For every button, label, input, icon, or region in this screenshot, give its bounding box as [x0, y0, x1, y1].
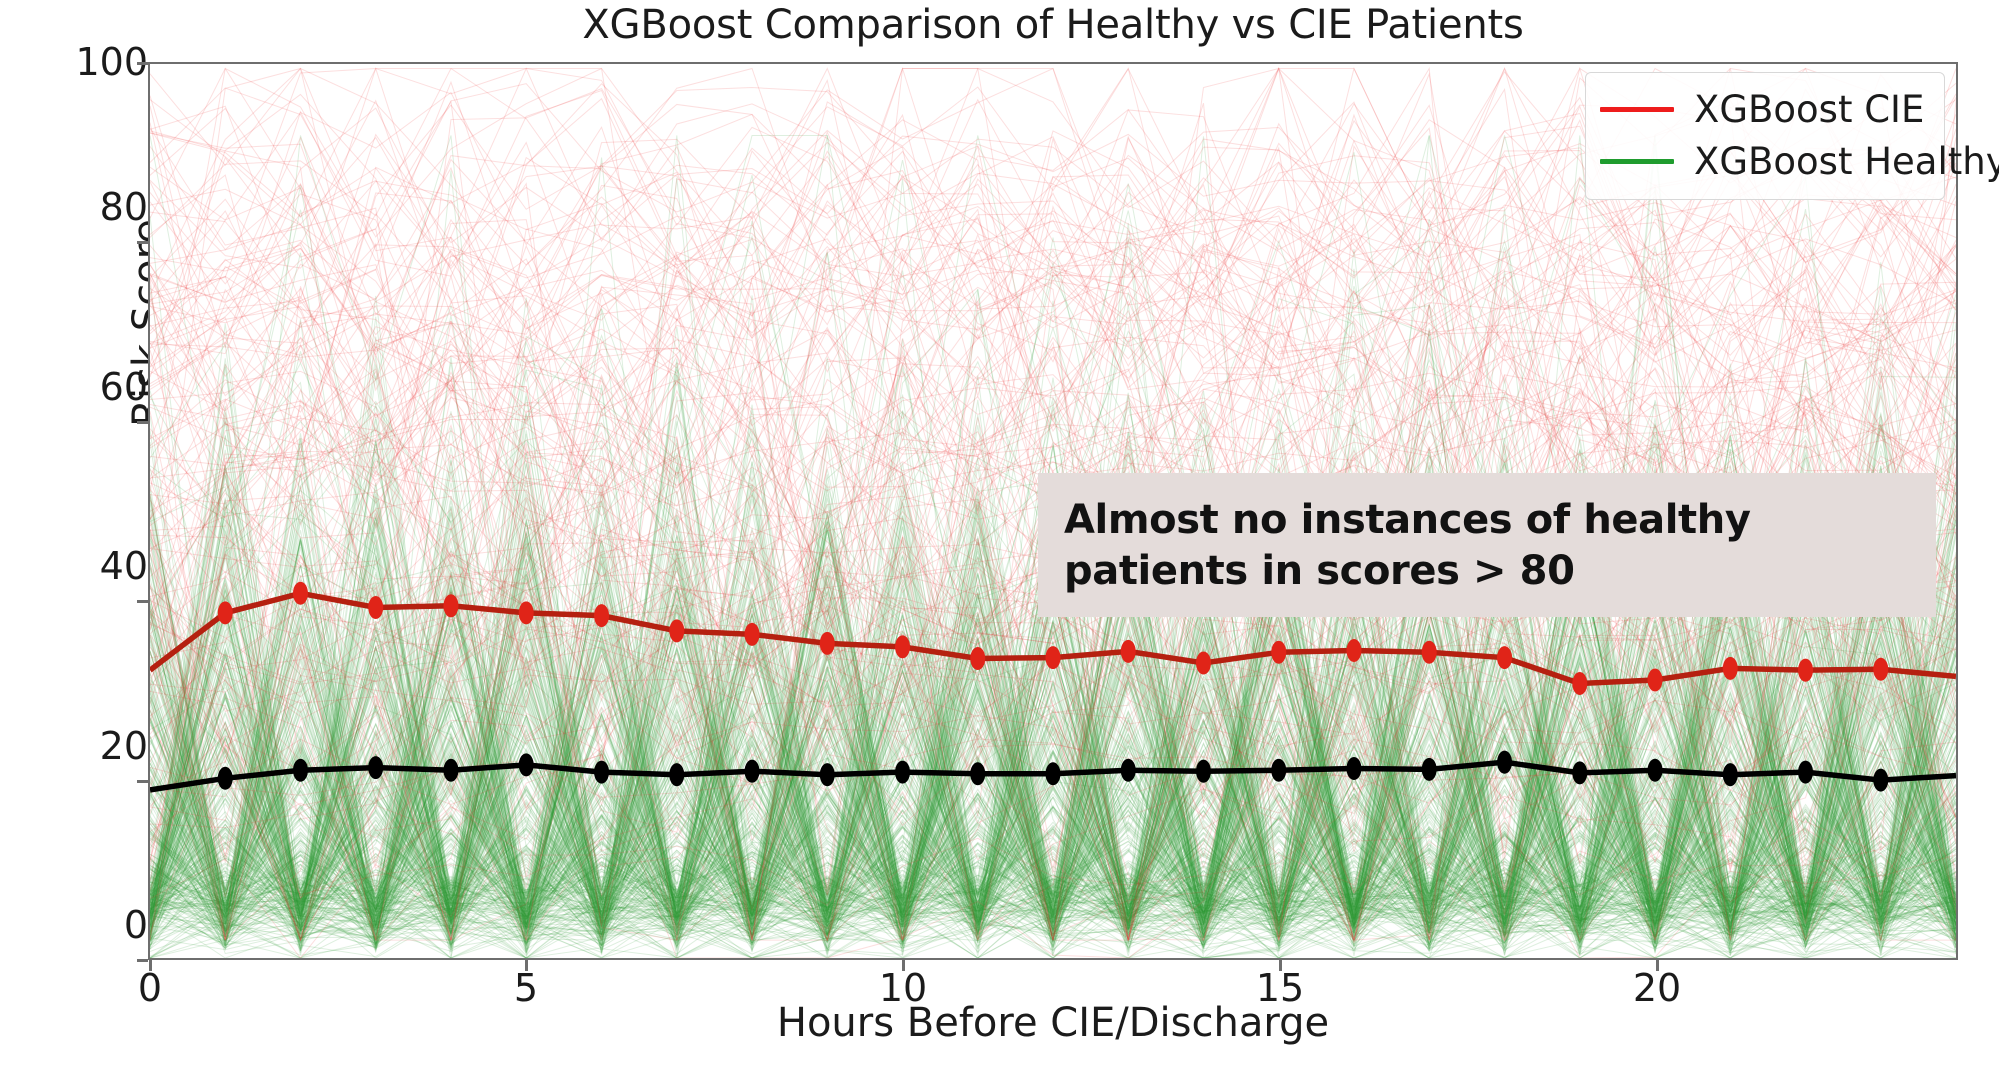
annotation-line-2: patients in scores > 80 — [1064, 548, 1575, 595]
y-tick-mark-80 — [137, 241, 148, 244]
y-tick-label-100: 100 — [75, 40, 148, 84]
x-tick-label-15: 15 — [1255, 966, 1305, 1010]
y-tick-label-40: 40 — [99, 544, 148, 588]
annotation-line-1: Almost no instances of healthy — [1064, 497, 1751, 543]
y-tick-label-80: 80 — [99, 185, 148, 229]
x-tick-label-20: 20 — [1632, 966, 1682, 1010]
x-tick-mark-5 — [525, 960, 528, 971]
legend-label-healthy: XGBoost Healthy — [1694, 139, 1999, 183]
y-tick-mark-20 — [137, 780, 148, 783]
x-tick-mark-0 — [149, 960, 152, 971]
y-tick-label-20: 20 — [99, 724, 148, 768]
x-tick-label-10: 10 — [878, 966, 928, 1010]
x-tick-mark-20 — [1656, 960, 1659, 971]
annotation-callout: Almost no instances of healthy patients … — [1038, 473, 1936, 618]
x-tick-mark-10 — [902, 960, 905, 971]
x-tick-label-0: 0 — [137, 966, 163, 1010]
y-tick-mark-0 — [137, 959, 148, 962]
y-tick-label-60: 60 — [99, 365, 148, 409]
legend-item-healthy[interactable]: XGBoost Healthy — [1600, 135, 1999, 187]
y-axis-ticks: 100 80 60 40 20 0 — [0, 0, 148, 1070]
chart-legend[interactable]: XGBoost CIE XGBoost Healthy — [1585, 72, 1999, 200]
y-tick-mark-100 — [137, 62, 148, 65]
y-tick-mark-40 — [137, 600, 148, 603]
y-tick-label-0: 0 — [123, 903, 148, 947]
chart-title: XGBoost Comparison of Healthy vs CIE Pat… — [582, 2, 1524, 48]
x-axis-label: Hours Before CIE/Discharge — [776, 1000, 1330, 1046]
x-tick-label-5: 5 — [513, 966, 539, 1010]
legend-swatch-healthy — [1600, 158, 1674, 164]
legend-swatch-cie — [1600, 106, 1674, 112]
legend-label-cie: XGBoost CIE — [1694, 87, 1925, 131]
mean-trend-lines — [150, 581, 1956, 792]
y-tick-mark-60 — [137, 421, 148, 424]
legend-item-cie[interactable]: XGBoost CIE — [1600, 83, 1930, 135]
x-tick-mark-15 — [1279, 960, 1282, 971]
